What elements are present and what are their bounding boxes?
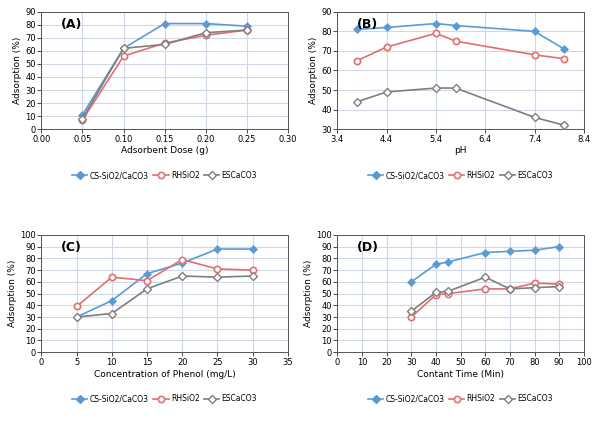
X-axis label: Contant Time (Min): Contant Time (Min)	[417, 370, 504, 379]
X-axis label: pH: pH	[454, 146, 467, 156]
Text: (B): (B)	[357, 18, 379, 31]
X-axis label: Concentration of Phenol (mg/L): Concentration of Phenol (mg/L)	[94, 370, 236, 379]
Text: (C): (C)	[61, 241, 82, 254]
X-axis label: Adsorbent Dose (g): Adsorbent Dose (g)	[121, 146, 208, 156]
Y-axis label: Adsorption (%): Adsorption (%)	[8, 260, 17, 327]
Text: (D): (D)	[357, 241, 379, 254]
Y-axis label: Adsorption (%): Adsorption (%)	[13, 37, 22, 104]
Y-axis label: Adsorption (%): Adsorption (%)	[310, 37, 319, 104]
Text: (A): (A)	[61, 18, 83, 31]
Legend: CS-SiO2/CaCO3, RHSiO2, ESCaCO3: CS-SiO2/CaCO3, RHSiO2, ESCaCO3	[69, 168, 260, 183]
Legend: CS-SiO2/CaCO3, RHSiO2, ESCaCO3: CS-SiO2/CaCO3, RHSiO2, ESCaCO3	[365, 168, 556, 183]
Legend: CS-SiO2/CaCO3, RHSiO2, ESCaCO3: CS-SiO2/CaCO3, RHSiO2, ESCaCO3	[365, 391, 556, 406]
Y-axis label: Adsorption (%): Adsorption (%)	[304, 260, 313, 327]
Legend: CS-SiO2/CaCO3, RHSiO2, ESCaCO3: CS-SiO2/CaCO3, RHSiO2, ESCaCO3	[69, 391, 260, 406]
